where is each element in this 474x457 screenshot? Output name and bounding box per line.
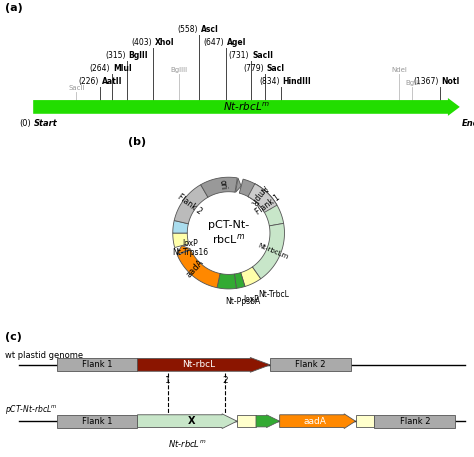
Text: ori: ori <box>217 179 228 191</box>
Text: (403): (403) <box>131 37 152 47</box>
Polygon shape <box>173 221 188 233</box>
Text: aadA: aadA <box>303 417 326 425</box>
Text: NdeI: NdeI <box>391 67 407 73</box>
FancyArrow shape <box>137 357 270 372</box>
Text: (226): (226) <box>79 77 99 86</box>
Bar <box>237 415 256 427</box>
Text: (834): (834) <box>259 77 280 86</box>
Polygon shape <box>173 233 189 248</box>
Text: Nt-PpsbA: Nt-PpsbA <box>225 297 260 306</box>
Text: (0): (0) <box>19 119 31 128</box>
Bar <box>374 415 455 428</box>
Text: BglII: BglII <box>405 80 420 86</box>
Polygon shape <box>174 185 208 224</box>
FancyArrow shape <box>256 415 280 428</box>
Text: Flank 2: Flank 2 <box>400 417 430 425</box>
Text: (a): (a) <box>5 3 22 13</box>
Text: 2: 2 <box>222 377 228 385</box>
Text: loxP: loxP <box>182 239 198 248</box>
Text: XhoI: XhoI <box>155 37 174 47</box>
Text: AgeI: AgeI <box>227 37 246 47</box>
Text: $Nt$-$rbcL^m$: $Nt$-$rbcL^m$ <box>223 101 270 113</box>
Text: loxP: loxP <box>243 295 258 304</box>
Text: HindIII: HindIII <box>283 77 311 86</box>
Text: 1: 1 <box>165 377 171 385</box>
Polygon shape <box>239 179 274 209</box>
Polygon shape <box>177 250 220 288</box>
Text: AscI: AscI <box>201 25 219 34</box>
Text: X: X <box>188 416 196 426</box>
FancyArrow shape <box>33 98 460 116</box>
Text: SacII: SacII <box>252 51 273 60</box>
Polygon shape <box>262 201 274 209</box>
FancyArrow shape <box>137 414 237 429</box>
Text: AmpR: AmpR <box>248 183 269 206</box>
Text: Flank 1: Flank 1 <box>82 417 112 425</box>
Text: (315): (315) <box>105 51 126 60</box>
Text: Flank 1: Flank 1 <box>82 361 112 369</box>
Text: NotI: NotI <box>441 77 460 86</box>
Text: Flank 1: Flank 1 <box>254 193 282 216</box>
Text: Flank 2: Flank 2 <box>176 192 203 216</box>
Text: End: End <box>462 119 474 128</box>
Text: BglIII: BglIII <box>170 67 188 73</box>
Polygon shape <box>236 178 241 192</box>
Text: (731): (731) <box>229 51 249 60</box>
Text: (779): (779) <box>243 64 264 73</box>
Text: (647): (647) <box>204 37 224 47</box>
Text: AatII: AatII <box>102 77 122 86</box>
Text: $Nt$-$rbcL^m$: $Nt$-$rbcL^m$ <box>168 438 207 449</box>
Text: Nt-rbcL: Nt-rbcL <box>182 361 215 369</box>
Bar <box>57 358 137 371</box>
Text: (1367): (1367) <box>413 77 438 86</box>
Text: pCT-Nt-
rbcL$^m$: pCT-Nt- rbcL$^m$ <box>208 220 249 246</box>
Polygon shape <box>234 272 245 288</box>
Bar <box>57 415 137 428</box>
Text: (558): (558) <box>177 25 198 34</box>
Text: (264): (264) <box>90 64 110 73</box>
Text: BglII: BglII <box>128 51 148 60</box>
FancyArrow shape <box>280 414 356 429</box>
Text: MluI: MluI <box>113 64 132 73</box>
Polygon shape <box>201 177 237 197</box>
Text: (c): (c) <box>5 332 22 341</box>
Polygon shape <box>252 223 284 279</box>
Text: Start: Start <box>34 119 57 128</box>
Polygon shape <box>248 184 283 226</box>
Polygon shape <box>177 246 191 255</box>
Text: Nt-rbcLm: Nt-rbcLm <box>257 243 290 260</box>
Text: SacI: SacI <box>266 64 284 73</box>
Polygon shape <box>217 273 237 289</box>
Polygon shape <box>241 267 261 287</box>
Text: (b): (b) <box>128 137 146 147</box>
Text: SacII: SacII <box>68 85 84 91</box>
Bar <box>270 358 351 371</box>
Polygon shape <box>248 184 277 213</box>
Bar <box>356 415 374 427</box>
Text: pCT-Nt-rbcL$^m$: pCT-Nt-rbcL$^m$ <box>5 403 57 416</box>
Text: Nt-TrbcL: Nt-TrbcL <box>258 290 289 299</box>
Text: Nt-Trps16: Nt-Trps16 <box>173 249 209 257</box>
Text: Flank 2: Flank 2 <box>295 361 326 369</box>
Text: aadA: aadA <box>184 257 206 279</box>
Text: wt plastid genome: wt plastid genome <box>5 351 83 360</box>
